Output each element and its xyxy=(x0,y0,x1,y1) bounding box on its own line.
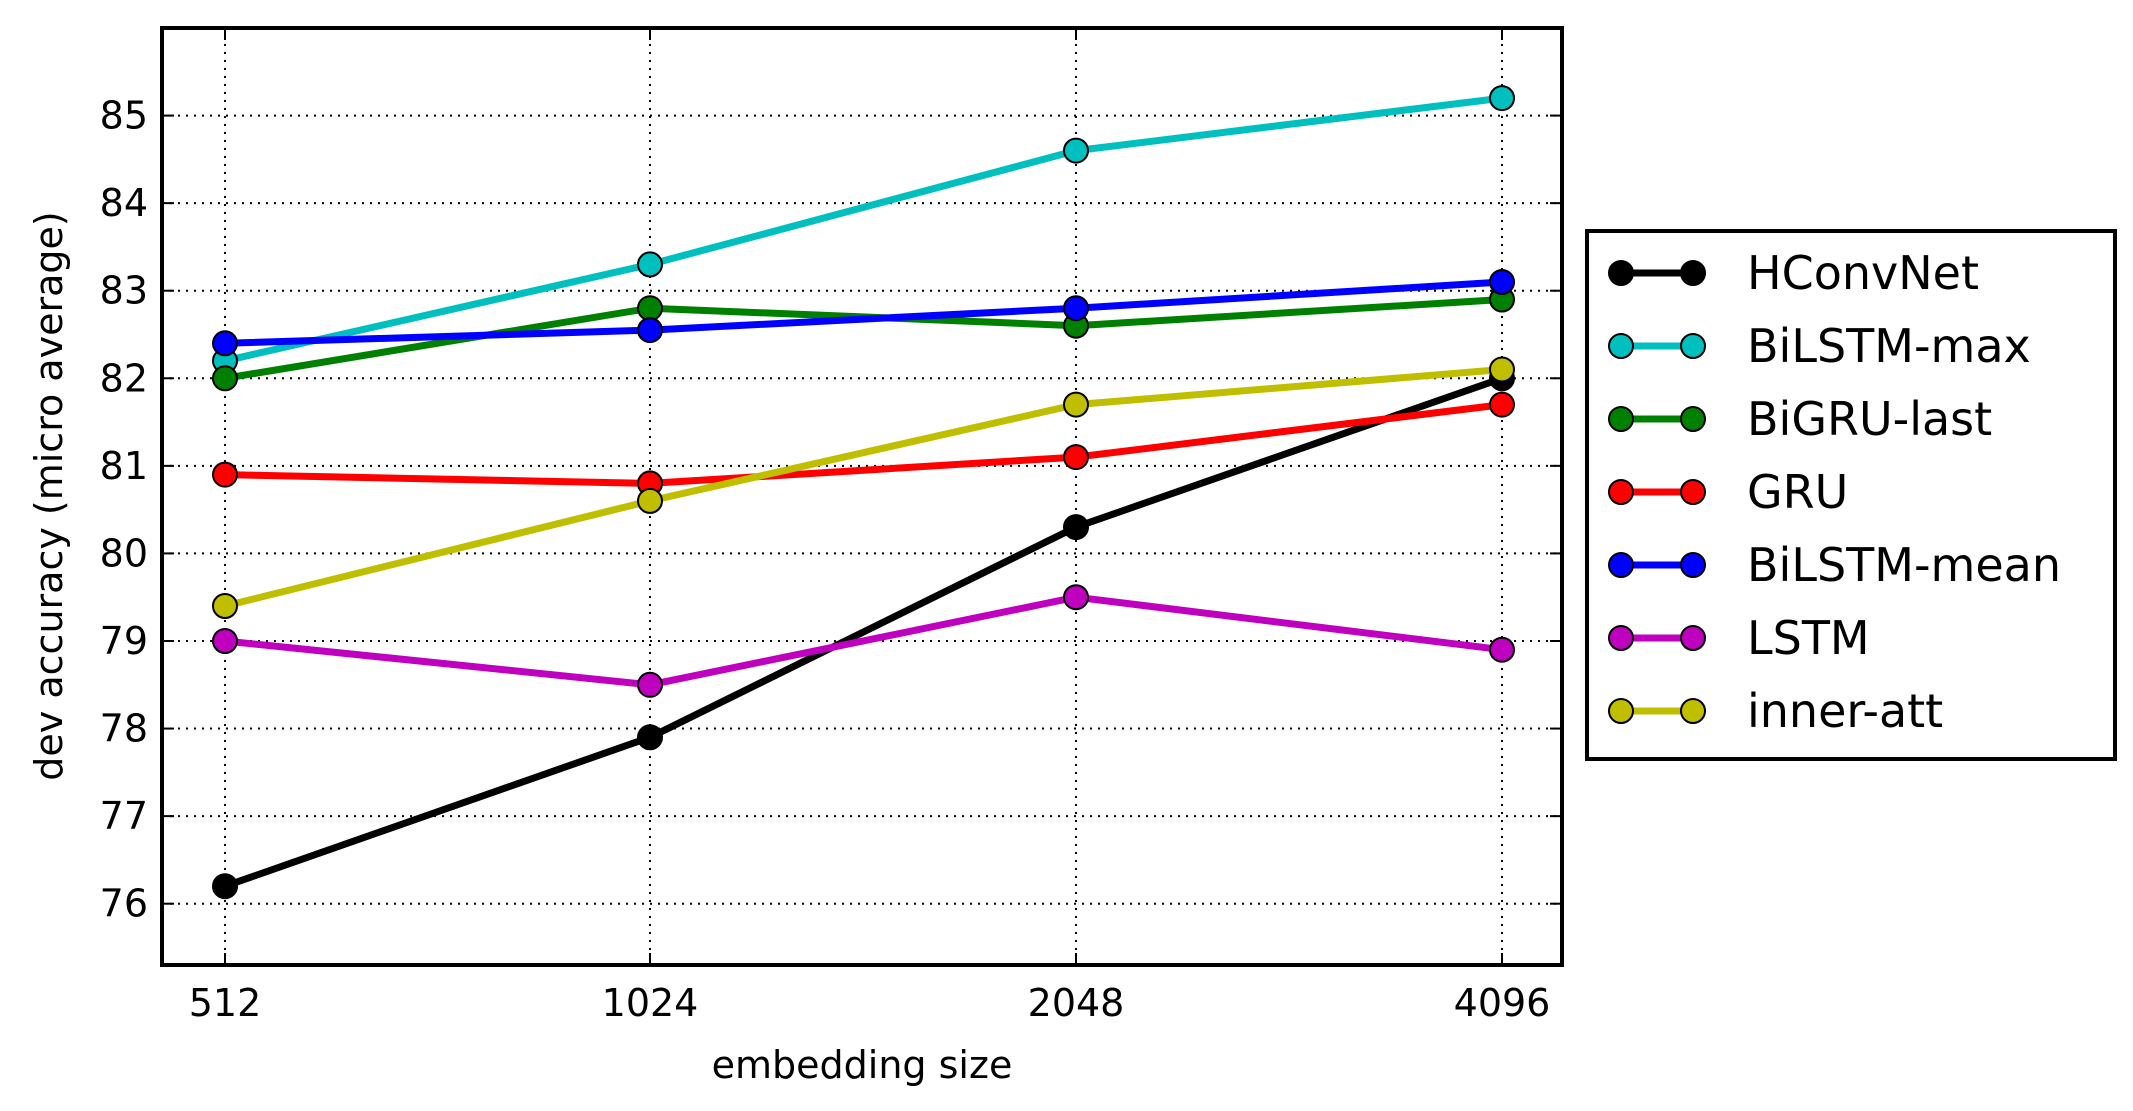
legend-swatch-marker xyxy=(1680,552,1706,578)
data-point xyxy=(212,330,238,357)
legend-item: BiLSTM-max xyxy=(1608,319,2031,373)
legend-swatch-marker xyxy=(1608,333,1634,359)
data-point xyxy=(1063,137,1089,164)
data-point xyxy=(212,593,238,619)
data-point xyxy=(1063,514,1089,541)
series-layer xyxy=(212,85,1515,900)
data-point xyxy=(637,487,663,514)
data-point xyxy=(1489,269,1515,295)
x-tick-label: 512 xyxy=(189,981,262,1025)
data-point xyxy=(1063,584,1089,611)
legend-item: BiGRU-last xyxy=(1608,392,1992,446)
legend-label: BiLSTM-mean xyxy=(1747,538,2061,592)
y-tick-label: 77 xyxy=(100,794,148,838)
legend-item: HConvNet xyxy=(1608,246,1979,300)
y-tick-label: 83 xyxy=(100,269,148,313)
data-point xyxy=(1489,391,1515,418)
legend-swatch-marker xyxy=(1608,260,1634,286)
legend-swatch-marker xyxy=(1680,333,1706,359)
data-point xyxy=(1489,85,1515,112)
y-tick-label: 85 xyxy=(100,94,148,138)
legend-swatch-marker xyxy=(1680,698,1706,724)
legend: HConvNet BiLSTM-max BiGRU-last GRU BiLSTM-me… xyxy=(1585,229,2117,761)
x-tick-label: 4096 xyxy=(1454,981,1551,1025)
grid-lines xyxy=(162,28,1562,965)
legend-swatch-marker xyxy=(1608,406,1634,432)
x-tick-label: 2048 xyxy=(1028,981,1125,1025)
legend-label: LSTM xyxy=(1747,611,1870,665)
legend-swatch-marker xyxy=(1608,479,1634,505)
y-tick-label: 79 xyxy=(100,619,148,663)
data-point xyxy=(212,461,238,488)
series-bilstm-mean xyxy=(212,269,1515,357)
legend-swatch-marker xyxy=(1680,625,1706,651)
data-point xyxy=(1063,295,1089,322)
data-point xyxy=(1489,636,1515,663)
y-tick-label: 78 xyxy=(100,707,148,751)
series-inner-att xyxy=(212,356,1515,619)
y-tick-label: 82 xyxy=(100,356,148,400)
legend-label: GRU xyxy=(1747,465,1848,519)
data-point xyxy=(637,251,663,278)
data-point xyxy=(1063,391,1089,418)
legend-item: BiLSTM-mean xyxy=(1608,538,2061,592)
series-line xyxy=(224,278,1503,347)
data-point xyxy=(212,628,238,654)
series-line xyxy=(223,374,1504,890)
y-tick-label: 80 xyxy=(100,531,148,575)
series-line xyxy=(224,94,1503,365)
x-axis-title: embedding size xyxy=(712,1043,1013,1087)
data-point xyxy=(637,724,663,751)
y-axis-title: dev accuracy (micro average) xyxy=(27,211,71,780)
data-point xyxy=(212,873,238,900)
series-hconvnet xyxy=(212,365,1515,900)
legend-label: BiLSTM-max xyxy=(1747,319,2031,373)
data-point xyxy=(637,317,663,344)
series-line xyxy=(224,366,1503,610)
y-tick-label: 84 xyxy=(100,181,148,225)
legend-label: HConvNet xyxy=(1747,246,1979,300)
legend-swatch-marker xyxy=(1608,625,1634,651)
legend-swatch-marker xyxy=(1608,552,1634,578)
legend-label: BiGRU-last xyxy=(1747,392,1992,446)
data-point xyxy=(637,295,663,322)
axis-ticks: 512 1024 2048 4096 76 77 78 79 80 81 82 83 84 85 xyxy=(100,28,1562,1025)
data-point xyxy=(637,671,663,698)
series-bilstm-max xyxy=(212,85,1515,374)
legend-swatch-marker xyxy=(1680,260,1706,286)
data-point xyxy=(1489,356,1515,383)
data-point xyxy=(1063,444,1089,471)
legend-swatch-marker xyxy=(1608,698,1634,724)
legend-item: inner-att xyxy=(1608,684,1943,738)
x-tick-label: 1024 xyxy=(602,981,699,1025)
plot-frame xyxy=(160,26,1564,967)
series-line xyxy=(224,593,1503,689)
legend-item: LSTM xyxy=(1608,611,1870,665)
series-lstm xyxy=(212,584,1515,698)
series-line xyxy=(224,401,1503,487)
legend-swatch-marker xyxy=(1680,479,1706,505)
legend-item: GRU xyxy=(1608,465,1848,519)
legend-swatch-marker xyxy=(1680,406,1706,432)
data-point xyxy=(212,365,238,392)
y-tick-label: 76 xyxy=(100,882,148,926)
y-tick-label: 81 xyxy=(100,444,148,488)
legend-label: inner-att xyxy=(1747,684,1943,738)
